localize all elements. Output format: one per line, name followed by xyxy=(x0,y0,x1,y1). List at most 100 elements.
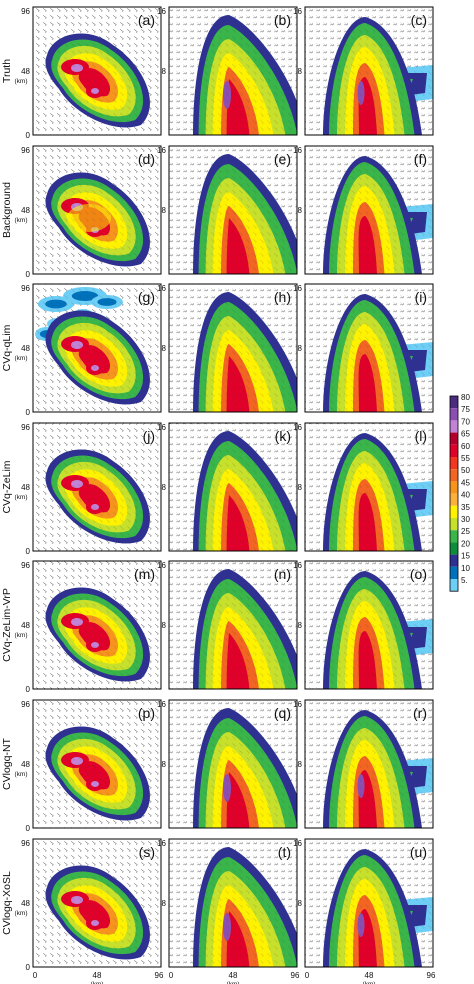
panel-label: (j) xyxy=(143,428,155,444)
y-tick-label: 16 xyxy=(293,700,302,709)
panel-label: (e) xyxy=(274,151,291,167)
y-tick-label: 96 xyxy=(21,561,30,570)
row-label: CVq-ZeLim-VrP xyxy=(1,588,13,662)
y-tick-label: 8 xyxy=(162,899,167,908)
colorbar-segment xyxy=(450,396,458,409)
x-tick-label: 96 xyxy=(155,971,164,980)
x-tick-label: 48 xyxy=(365,971,374,980)
y-tick-label: 8 xyxy=(162,483,167,492)
panel-b: (b) 8 16 xyxy=(157,6,298,136)
panel-label: (r) xyxy=(413,705,427,721)
panel-m: (m) 0 48 96 (km) xyxy=(15,560,162,694)
panel-s: (s) 0 48 96 (km) 0 48 96 (km) xyxy=(15,838,164,984)
row-label: Truth xyxy=(1,59,13,83)
y-unit-label: (km) xyxy=(15,78,28,85)
colorbar-segment xyxy=(450,518,458,531)
panel-h: (h) 8 16 xyxy=(157,283,298,413)
y-tick-label: 8 xyxy=(298,67,303,76)
colorbar-segment xyxy=(450,542,458,555)
y-tick-label: 8 xyxy=(298,899,303,908)
y-tick-label: 8 xyxy=(162,206,167,215)
y-tick-label: 8 xyxy=(298,206,303,215)
y-tick-label: 8 xyxy=(298,483,303,492)
colorbar-label: 75 xyxy=(461,405,470,414)
panel-e: (e) 8 16 xyxy=(157,145,298,275)
y-tick-label: 48 xyxy=(21,760,30,769)
y-tick-label: 16 xyxy=(293,7,302,16)
y-tick-label: 16 xyxy=(157,284,166,293)
panel-label: (s) xyxy=(139,844,155,860)
row-label: Background xyxy=(1,182,13,238)
colorbar-segment xyxy=(450,432,458,445)
x-tick-label: 96 xyxy=(291,971,300,980)
x-tick-label: 0 xyxy=(305,971,310,980)
y-tick-label: 8 xyxy=(162,344,167,353)
colorbar-label: 40 xyxy=(461,491,470,500)
colorbar-segment xyxy=(450,566,458,579)
y-tick-label: 96 xyxy=(21,146,30,155)
panel-i: (i) 8 16 xyxy=(293,283,434,413)
x-tick-label: 0 xyxy=(33,971,38,980)
panel-grid: (a) 0 48 96 (km) (b) 8 16 (c) 8 16 Truth (d) 0 48 96 (km… xyxy=(1,6,436,984)
y-tick-label: 48 xyxy=(21,67,30,76)
y-tick-label: 48 xyxy=(21,206,30,215)
panel-label: (f) xyxy=(414,151,427,167)
colorbar: 80 75 70 65 60 55 50 45 40 35 30 25 20 15 10 5. xyxy=(449,393,470,592)
panel-q: (q) 8 16 xyxy=(157,699,298,829)
y-tick-label: 0 xyxy=(26,685,31,694)
panel-t: (t) 8 16 0 48 96 (km) xyxy=(157,838,300,984)
y-tick-label: 16 xyxy=(157,423,166,432)
colorbar-segment xyxy=(450,408,458,421)
panel-label: (u) xyxy=(410,844,427,860)
y-tick-label: 16 xyxy=(157,839,166,848)
colorbar-segment xyxy=(450,493,458,506)
y-tick-label: 8 xyxy=(298,344,303,353)
row-label: CVq-qLim xyxy=(1,324,13,371)
panel-label: (c) xyxy=(411,12,427,28)
x-tick-label: 96 xyxy=(427,971,436,980)
y-tick-label: 48 xyxy=(21,483,30,492)
panel-label: (o) xyxy=(410,566,427,582)
panel-n: (n) 8 16 xyxy=(157,560,298,690)
y-tick-label: 8 xyxy=(162,760,167,769)
y-tick-label: 16 xyxy=(293,561,302,570)
y-tick-label: 16 xyxy=(157,146,166,155)
colorbar-label: 45 xyxy=(461,478,470,487)
y-tick-label: 0 xyxy=(26,824,31,833)
y-unit-label: (km) xyxy=(15,355,28,362)
colorbar-segment xyxy=(450,579,458,592)
colorbar-label: 5. xyxy=(461,576,468,585)
y-tick-label: 0 xyxy=(26,963,31,972)
panel-label: (a) xyxy=(138,12,155,28)
colorbar-label: 60 xyxy=(461,442,470,451)
y-unit-label: (km) xyxy=(15,632,28,639)
panel-label: (k) xyxy=(275,428,291,444)
x-unit-label: (km) xyxy=(363,981,376,984)
y-tick-label: 16 xyxy=(293,839,302,848)
y-tick-label: 48 xyxy=(21,899,30,908)
y-tick-label: 0 xyxy=(26,131,31,140)
colorbar-label: 35 xyxy=(461,503,470,512)
y-tick-label: 48 xyxy=(21,621,30,630)
row-label: CVlogq-NT xyxy=(1,737,13,790)
colorbar-segment xyxy=(450,457,458,470)
x-unit-label: (km) xyxy=(227,981,240,984)
panel-p: (p) 0 48 96 (km) xyxy=(15,699,162,833)
colorbar-segment xyxy=(450,444,458,457)
panel-g: (g) 0 48 96 (km) xyxy=(15,283,162,417)
y-tick-label: 0 xyxy=(26,270,31,279)
colorbar-label: 25 xyxy=(461,527,470,536)
panel-o: (o) 8 16 xyxy=(293,560,434,690)
panel-label: (t) xyxy=(278,844,291,860)
y-unit-label: (km) xyxy=(15,910,28,917)
panel-label: (d) xyxy=(138,151,155,167)
colorbar-label: 70 xyxy=(461,417,470,426)
colorbar-segment xyxy=(450,481,458,494)
y-tick-label: 96 xyxy=(21,839,30,848)
y-tick-label: 16 xyxy=(157,561,166,570)
row-label: CVq-ZeLim xyxy=(1,460,13,513)
y-tick-label: 16 xyxy=(157,7,166,16)
panel-label: (h) xyxy=(274,289,291,305)
panel-label: (l) xyxy=(415,428,427,444)
panel-a: (a) 0 48 96 (km) xyxy=(15,6,162,140)
